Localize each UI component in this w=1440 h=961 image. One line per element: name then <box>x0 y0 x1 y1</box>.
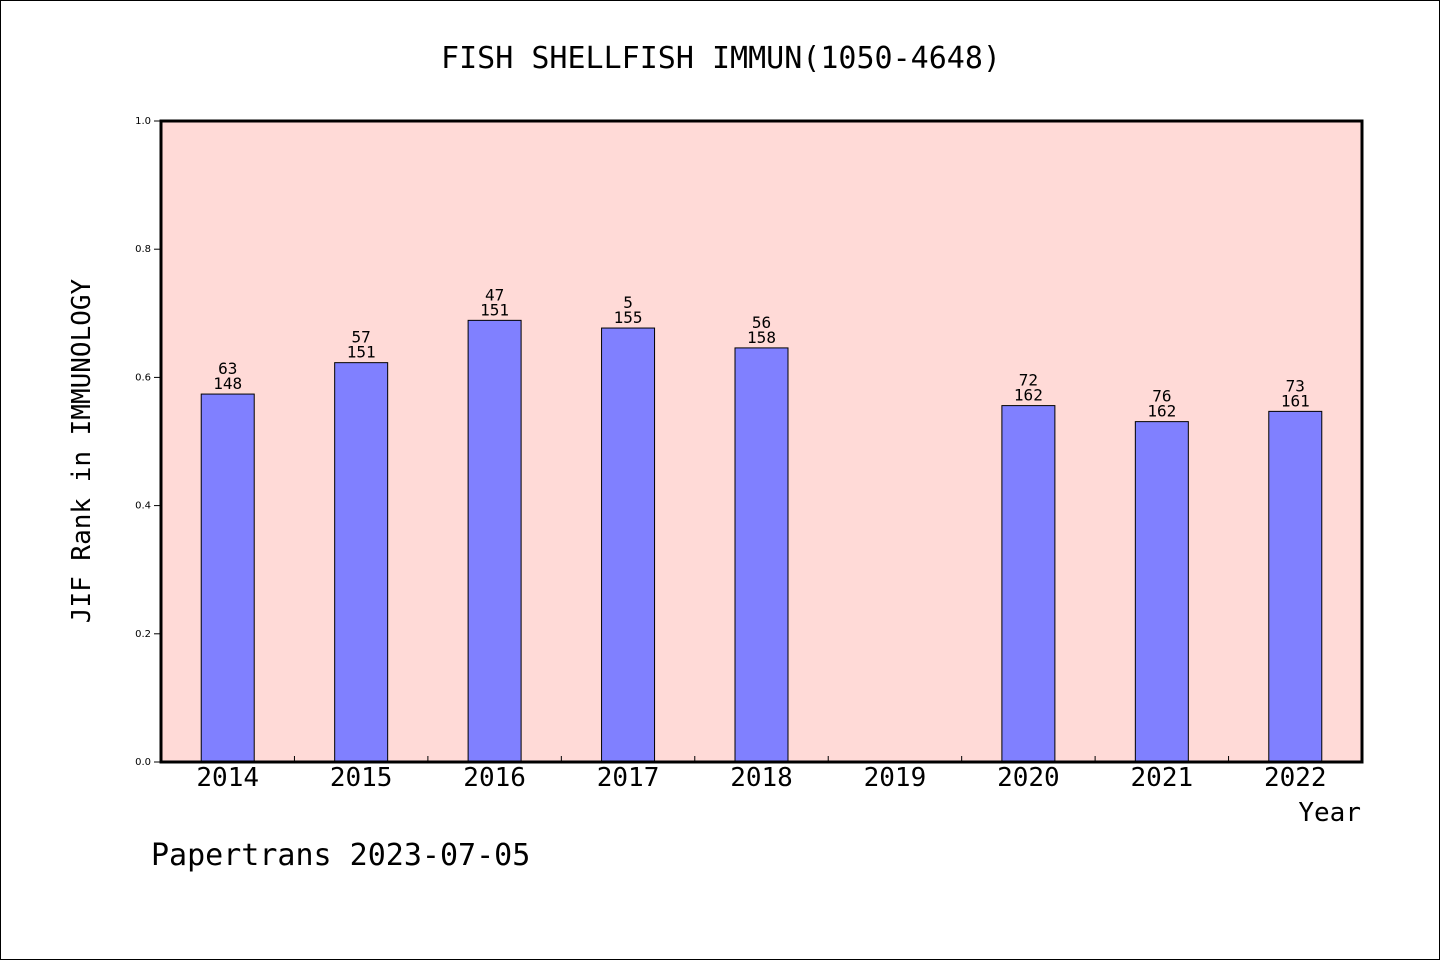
total-label-2020: 162 <box>1014 386 1043 405</box>
x-axis: 2014 2015 2016 2017 2018 2019 2020 2021 2022 <box>196 756 1327 793</box>
y-tick-label-1.0: 1.0 <box>135 116 151 127</box>
x-tick-label-2014: 2014 <box>196 763 259 793</box>
rank-label-2017: 5 <box>623 293 633 312</box>
rank-label-2020: 72 <box>1019 371 1038 390</box>
total-label-2021: 162 <box>1147 402 1176 421</box>
x-tick-label-2021: 2021 <box>1131 763 1194 793</box>
x-tick-label-2015: 2015 <box>330 763 393 793</box>
rank-label-2021: 76 <box>1152 387 1171 406</box>
bars-layer <box>200 319 1323 763</box>
bar-2018 <box>734 347 789 763</box>
plot-border <box>159 119 1364 764</box>
x-tick-label-2016: 2016 <box>463 763 526 793</box>
total-label-2014: 148 <box>213 374 242 393</box>
rank-label-2022: 73 <box>1286 376 1305 395</box>
y-tick-label-0.2: 0.2 <box>135 629 151 640</box>
x-axis-label: Year <box>1298 798 1361 828</box>
y-axis: 0.0 0.2 0.4 0.6 0.8 1.0 <box>135 116 161 768</box>
y-tick-label-0.4: 0.4 <box>135 501 151 512</box>
bar-2014 <box>200 393 255 763</box>
watermark-text: Papertrans 2023-07-05 <box>151 838 530 873</box>
bar-2015 <box>334 362 389 763</box>
total-label-2015: 151 <box>347 343 376 362</box>
total-label-2022: 161 <box>1281 391 1310 410</box>
y-tick-label-0.8: 0.8 <box>135 244 151 255</box>
total-label-2017: 155 <box>614 308 643 327</box>
rank-label-2018: 56 <box>752 313 771 332</box>
x-tick-label-2019: 2019 <box>864 763 927 793</box>
bar-2022 <box>1268 410 1323 763</box>
rank-label-2014: 63 <box>218 359 237 378</box>
chart-title: FISH SHELLFISH IMMUN(1050-4648) <box>441 41 1001 76</box>
x-tick-label-2020: 2020 <box>997 763 1060 793</box>
x-tick-label-2022: 2022 <box>1264 763 1327 793</box>
bar-2016 <box>467 319 522 763</box>
total-label-2016: 151 <box>480 300 509 319</box>
x-tick-label-2018: 2018 <box>730 763 793 793</box>
y-tick-label-0.6: 0.6 <box>135 372 151 383</box>
total-label-2018: 158 <box>747 328 776 347</box>
bar-2017 <box>601 327 656 763</box>
bar-2020 <box>1001 405 1056 763</box>
bar-2021 <box>1134 421 1189 763</box>
rank-label-2016: 47 <box>485 285 504 304</box>
x-tick-label-2017: 2017 <box>597 763 660 793</box>
rank-label-2015: 57 <box>352 328 371 347</box>
y-axis-label: JIF Rank in IMMUNOLOGY <box>67 278 97 623</box>
y-tick-label-0.0: 0.0 <box>135 757 151 768</box>
